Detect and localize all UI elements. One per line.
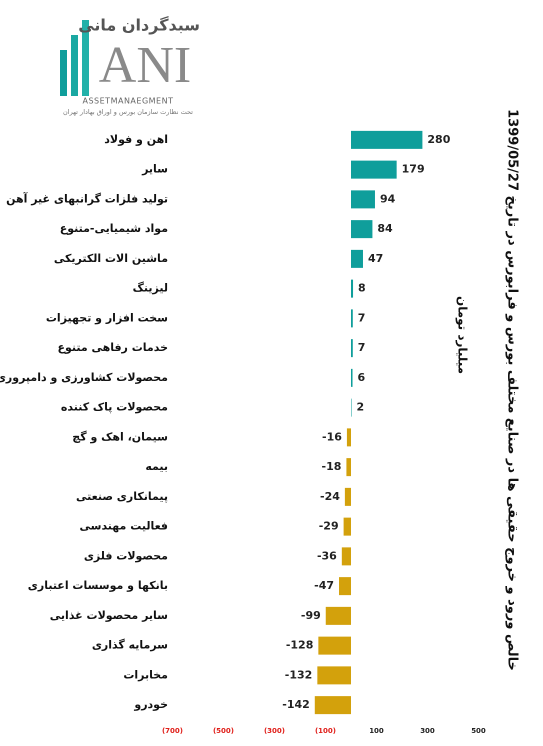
y-tick-label: سایر (141, 163, 168, 176)
bar (344, 487, 351, 506)
value-label: -132 (285, 668, 313, 681)
bar (346, 428, 351, 447)
value-label: -36 (317, 549, 337, 562)
y-tick-label: پیمانکاری صنعتی (76, 490, 168, 503)
y-tick-label: خودرو (133, 698, 168, 711)
bar (351, 398, 352, 417)
x-tick-label: (300) (264, 727, 285, 735)
value-label: -128 (286, 639, 314, 652)
x-tick-label: 500 (471, 727, 486, 735)
y-tick-label: محصولات کشاورزی و دامپروری (0, 371, 168, 384)
x-tick-label: 100 (369, 727, 384, 735)
bar (351, 339, 353, 358)
value-label: -99 (301, 609, 321, 622)
value-label: -18 (322, 460, 342, 473)
bar (314, 696, 351, 715)
y-tick-label: محصولات فلزی (84, 549, 168, 562)
x-tick-label: (100) (315, 727, 336, 735)
y-tick-label: فعالیت مهندسی (80, 520, 169, 533)
bar (351, 368, 353, 387)
y-tick-label: سخت افزار و تجهیزات (46, 311, 168, 324)
logo-brand: سبدگردان مانی (78, 16, 200, 35)
logo-bar (71, 35, 78, 96)
y-tick-label: تولید فلزات گرانبهای غیر آهن (6, 191, 168, 205)
logo-bar (82, 20, 89, 96)
y-tick-label: سایر محصولات غذایی (50, 609, 168, 622)
bar (351, 190, 375, 209)
y-tick-label: سیمان، اهک و گچ (72, 430, 168, 443)
y-tick-label: بیمه (145, 460, 168, 473)
value-label: -16 (322, 430, 342, 443)
y-tick-label: اهن و فولاد (104, 133, 168, 146)
y-tick-label: محصولات پاک کننده (61, 401, 168, 414)
bar (325, 606, 351, 625)
logo: ANI سبدگردان مانی ASSETMANAEGMENT تحت نظ… (60, 16, 200, 116)
value-label: 8 (358, 282, 366, 295)
bar (339, 577, 351, 596)
value-label: 6 (358, 371, 366, 384)
y-tick-label: مخابرات (123, 668, 168, 681)
bar (351, 220, 373, 239)
y-tick-label: لیزینگ (133, 281, 168, 295)
bar (351, 309, 353, 328)
value-label: -29 (319, 520, 339, 533)
logo-note: تحت نظارت سازمان بورس و اوراق بهادار تهر… (63, 108, 193, 116)
chart-subtitle: میلیارد تومان (455, 296, 470, 374)
value-label: -47 (314, 579, 334, 592)
value-label: 2 (357, 401, 365, 414)
y-tick-label: مواد شیمیایی-متنوع (60, 222, 168, 235)
y-tick-label: بانکها و موسسات اعتباری (28, 579, 168, 592)
value-label: 7 (358, 341, 366, 354)
value-label: 84 (377, 222, 393, 235)
logo-english: ASSETMANAEGMENT (83, 97, 174, 106)
bar (351, 160, 397, 179)
chart-title: خالص ورود و خروج حقیقی ها در صنایع مختلف… (505, 109, 520, 671)
bar (351, 249, 363, 268)
bar (351, 279, 354, 298)
x-tick-label: 300 (420, 727, 435, 735)
y-tick-label: خدمات رفاهی متنوع (57, 341, 168, 354)
value-label: -142 (282, 698, 310, 711)
bar (341, 547, 351, 566)
bar (343, 517, 351, 536)
bar (351, 130, 423, 149)
value-label: 94 (380, 192, 396, 205)
bar (317, 666, 351, 685)
value-label: 179 (402, 163, 425, 176)
value-label: 47 (368, 252, 383, 265)
value-label: 280 (427, 133, 450, 146)
value-label: -24 (320, 490, 340, 503)
x-tick-label: (700) (162, 727, 183, 735)
x-tick-label: (500) (213, 727, 234, 735)
value-label: 7 (358, 311, 366, 324)
y-tick-label: سرمایه گذاری (92, 639, 168, 652)
y-tick-label: ماشین الات الکتریکی (54, 252, 168, 265)
bar (318, 636, 351, 655)
logo-bar (60, 50, 67, 96)
bar (346, 458, 351, 477)
logo-letters: ANI (99, 37, 191, 94)
